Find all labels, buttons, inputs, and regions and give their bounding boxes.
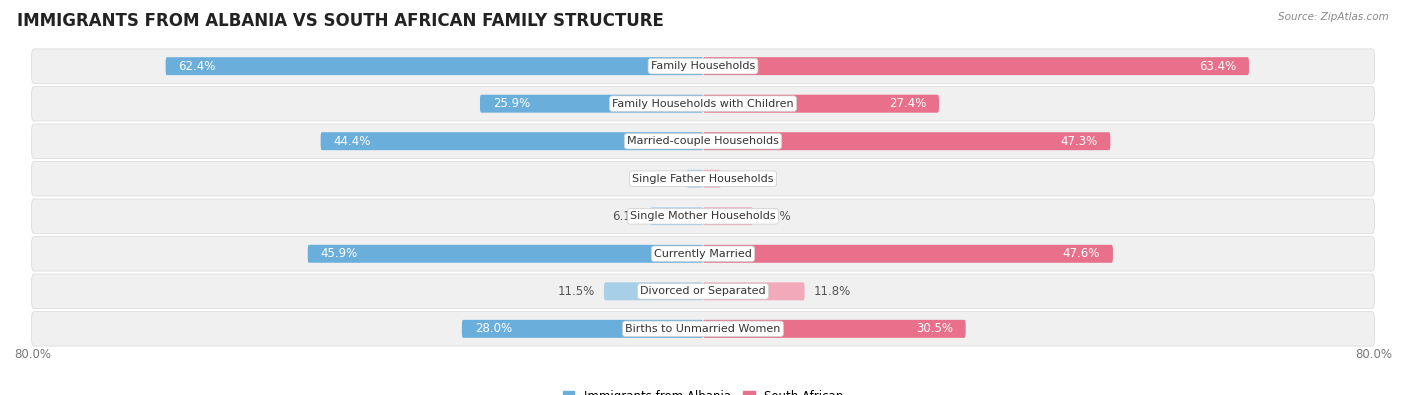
Text: 45.9%: 45.9% [321,247,359,260]
FancyBboxPatch shape [686,170,703,188]
FancyBboxPatch shape [605,282,703,300]
Text: Family Households with Children: Family Households with Children [612,99,794,109]
Text: 25.9%: 25.9% [494,97,530,110]
Text: Currently Married: Currently Married [654,249,752,259]
Text: Births to Unmarried Women: Births to Unmarried Women [626,324,780,334]
Text: 63.4%: 63.4% [1199,60,1236,73]
Text: Single Father Households: Single Father Households [633,174,773,184]
Text: 2.1%: 2.1% [730,172,759,185]
FancyBboxPatch shape [31,312,1375,346]
FancyBboxPatch shape [703,282,804,300]
FancyBboxPatch shape [31,162,1375,196]
FancyBboxPatch shape [31,87,1375,121]
FancyBboxPatch shape [703,57,1249,75]
Text: 47.3%: 47.3% [1060,135,1098,148]
Text: 30.5%: 30.5% [915,322,953,335]
Legend: Immigrants from Albania, South African: Immigrants from Albania, South African [558,385,848,395]
Text: 28.0%: 28.0% [475,322,512,335]
Text: 80.0%: 80.0% [14,348,51,361]
Text: 1.9%: 1.9% [648,172,678,185]
Text: 47.6%: 47.6% [1063,247,1099,260]
FancyBboxPatch shape [308,245,703,263]
Text: 5.8%: 5.8% [762,210,792,223]
Text: 44.4%: 44.4% [333,135,371,148]
Text: Divorced or Separated: Divorced or Separated [640,286,766,296]
Text: 80.0%: 80.0% [1355,348,1392,361]
FancyBboxPatch shape [31,49,1375,83]
FancyBboxPatch shape [461,320,703,338]
Text: 6.1%: 6.1% [612,210,643,223]
Text: Single Mother Households: Single Mother Households [630,211,776,221]
Text: Family Households: Family Households [651,61,755,71]
FancyBboxPatch shape [703,245,1114,263]
Text: 27.4%: 27.4% [889,97,927,110]
Text: Married-couple Households: Married-couple Households [627,136,779,146]
Text: 62.4%: 62.4% [179,60,217,73]
FancyBboxPatch shape [651,207,703,225]
FancyBboxPatch shape [703,95,939,113]
Text: Source: ZipAtlas.com: Source: ZipAtlas.com [1278,12,1389,22]
Text: 11.8%: 11.8% [813,285,851,298]
Text: 11.5%: 11.5% [558,285,595,298]
Text: IMMIGRANTS FROM ALBANIA VS SOUTH AFRICAN FAMILY STRUCTURE: IMMIGRANTS FROM ALBANIA VS SOUTH AFRICAN… [17,12,664,30]
FancyBboxPatch shape [703,320,966,338]
FancyBboxPatch shape [31,124,1375,158]
FancyBboxPatch shape [31,274,1375,308]
FancyBboxPatch shape [321,132,703,150]
FancyBboxPatch shape [703,170,721,188]
FancyBboxPatch shape [703,207,754,225]
FancyBboxPatch shape [166,57,703,75]
FancyBboxPatch shape [31,199,1375,233]
FancyBboxPatch shape [479,95,703,113]
FancyBboxPatch shape [703,132,1111,150]
FancyBboxPatch shape [31,237,1375,271]
